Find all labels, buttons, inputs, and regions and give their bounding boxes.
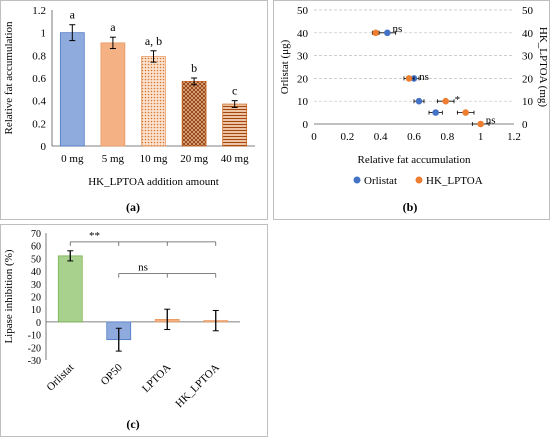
orlistat-point [415,97,423,105]
x-tick-label: 0.4 [374,131,388,143]
y-axis-title-right: HK_LPTOA (mg) [537,27,549,107]
bar [57,255,83,323]
y-tick-label: 0.2 [32,118,46,130]
x-tick-label: HK_LPTOA [173,362,222,411]
x-tick-label: 0 mg [61,153,84,165]
x-tick-label: 0.8 [440,131,454,143]
panel-label: (c) [126,417,139,431]
x-axis-title: HK_LPTOA addition amount [88,176,219,188]
x-tick-label: OP50 [99,361,126,388]
significance-letter: b [191,61,197,75]
panel-label: (b) [403,200,418,214]
bar [141,56,166,147]
orlistat-point [432,109,439,116]
hk-lptoa-point [372,29,379,37]
y-tick-label: 1 [41,28,47,40]
legend-label: Orlistat [364,175,397,187]
y-axis-title: Orlistat (μg) [279,39,291,94]
legend-marker-orlistat [353,176,361,184]
bar [59,32,85,147]
panel-label: (a) [126,200,140,214]
y-tick-label: 30 [31,280,41,291]
x-tick-label: Orlistat [45,362,77,394]
y-tick-label: -30 [28,356,41,367]
y-tick-label: 10 [31,305,41,316]
y-tick-label: 0 [36,318,41,329]
x-tick-label: 0.2 [340,131,354,143]
bar [100,42,126,147]
x-tick-label: 5 mg [102,153,125,165]
y-right-tick-label: 40 [522,28,534,40]
y-tick-label: -10 [28,331,41,342]
hk-lptoa-point [442,97,449,105]
y-tick-label: 70 [31,229,41,240]
significance-label: ns [138,262,148,274]
significance-annotation: * [455,94,461,106]
x-tick-label: 20 mg [180,153,208,165]
significance-annotation: ns [486,114,496,126]
y-tick-label: 40 [31,267,41,278]
bar [181,81,207,147]
x-tick-label: 1 [478,131,484,143]
y-tick-label: 0 [41,141,47,153]
significance-annotation: ns [419,71,429,83]
significance-label: ** [89,230,100,242]
y-tick-label: 40 [297,28,309,40]
y-right-tick-label: 30 [522,51,534,63]
x-tick-label: 1.2 [507,131,521,143]
legend-marker-hk-lptoa [415,176,423,184]
significance-letter: a, b [145,34,162,48]
panel-b-frame [273,0,550,220]
y-tick-label: 0.4 [32,96,46,108]
y-tick-label: 0.6 [32,73,46,85]
y-right-tick-label: 20 [522,73,534,85]
hk-lptoa-point [405,75,413,82]
x-tick-label: LPTOA [140,362,173,395]
significance-annotation: ns [392,23,402,35]
significance-letter: a [70,8,76,22]
y-right-tick-label: 0 [522,119,528,131]
significance-letter: c [232,84,237,98]
x-tick-label: 0.6 [407,131,421,143]
y-axis-title: Lipase inhibition (%) [3,249,15,343]
x-tick-label: 10 mg [140,153,168,165]
y-tick-label: 20 [31,293,41,304]
y-right-tick-label: 10 [522,96,534,108]
y-tick-label: 30 [297,51,309,63]
y-tick-label: 60 [31,242,41,253]
y-right-tick-label: 50 [522,5,534,17]
y-tick-label: 0.8 [32,50,46,62]
y-tick-label: 10 [297,96,309,108]
x-tick-label: 0 [311,131,317,143]
significance-letter: a [110,20,116,34]
hk-lptoa-point [477,120,484,128]
x-tick-label: 40 mg [221,153,249,165]
x-axis-title: Relative fat accumulation [357,154,471,166]
y-tick-label: 0 [303,119,309,131]
y-tick-label: 1.2 [32,5,46,17]
hk-lptoa-point [462,109,469,116]
y-tick-label: -20 [28,343,41,354]
orlistat-point [384,29,391,37]
y-tick-label: 50 [297,5,309,17]
y-tick-label: 20 [297,73,309,85]
bar [222,103,248,147]
y-axis-title: Relative fat accumulation [3,21,15,135]
legend-label: HK_LPTOA [426,175,483,187]
y-tick-label: 50 [31,254,41,265]
